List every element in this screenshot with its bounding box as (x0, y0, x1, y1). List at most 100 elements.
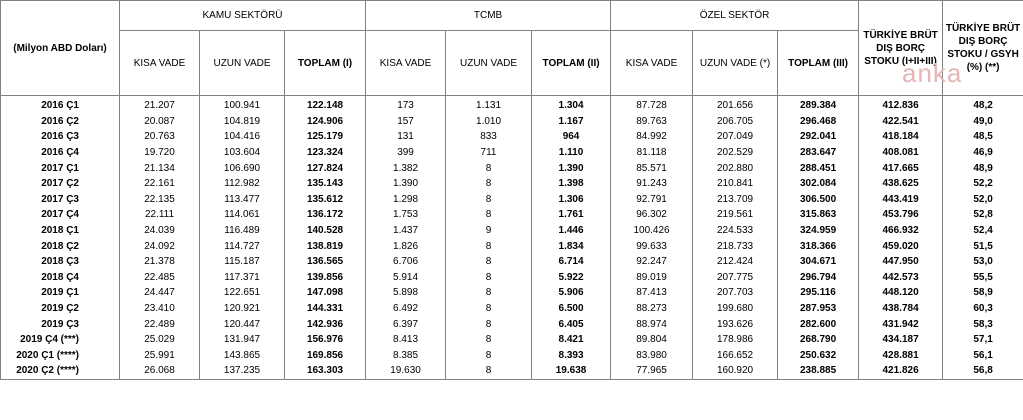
table-cell: 138.819 (283, 238, 367, 254)
table-cell: 52,4 (942, 222, 1023, 239)
table-cell: 116.489 (199, 222, 285, 239)
table-cell: 100.426 (610, 222, 694, 239)
table-cell: 21.207 (119, 95, 200, 114)
table-cell: 156.976 (283, 331, 367, 348)
table-cell: 289.384 (777, 95, 860, 114)
table-cell: 287.953 (777, 300, 860, 317)
table-cell: 202.529 (692, 144, 779, 161)
table-cell: 6.397 (365, 316, 447, 332)
table-row: 2020 Ç1 (****) 25.991 143.865 169.856 8.385 8… (0, 347, 1023, 364)
table-cell: 268.790 (777, 331, 860, 348)
table-cell: 131 (365, 129, 447, 145)
table-cell: 5.906 (531, 285, 612, 301)
table-cell: 127.824 (283, 160, 367, 176)
table-cell: 1.761 (531, 207, 612, 223)
table-cell: 56,8 (942, 363, 1023, 380)
kamu-kisa-vade-header: KISA VADE (119, 30, 200, 96)
table-cell: 157 (365, 113, 447, 130)
table-cell: 106.690 (199, 160, 285, 176)
table-cell: 120.921 (199, 300, 285, 317)
table-cell: 22.135 (119, 191, 200, 208)
table-cell: 21.378 (119, 253, 200, 270)
table-cell: 22.485 (119, 269, 200, 286)
table-cell: 453.796 (858, 207, 944, 223)
table-cell: 292.041 (777, 129, 860, 145)
table-cell: 428.881 (858, 347, 944, 364)
row-period-label: 2017 Ç4 (0, 207, 120, 223)
table-cell: 112.982 (199, 175, 285, 192)
table-row: 2018 Ç1 24.039 116.489 140.528 1.437 9 1.446 10… (0, 222, 1023, 239)
table-cell: 1.304 (531, 95, 612, 114)
group-tcmb: TCMB (365, 0, 612, 31)
table-cell: 8 (445, 238, 533, 254)
table-cell: 218.733 (692, 238, 779, 254)
table-cell: 46,9 (942, 144, 1023, 161)
table-row: 2016 Ç4 19.720 103.604 123.324 399 711 1.110 81… (0, 144, 1023, 161)
header-group-row: (Milyon ABD Doları) KAMU SEKTÖRÜ TCMB ÖZ… (0, 0, 1023, 96)
table-cell: 142.936 (283, 316, 367, 332)
table-cell: 1.382 (365, 160, 447, 176)
table-row: 2016 Ç1 21.207 100.941 122.148 173 1.131 1.304… (0, 95, 1023, 114)
table-cell: 88.273 (610, 300, 694, 317)
table-cell: 1.398 (531, 175, 612, 192)
table-cell: 324.959 (777, 222, 860, 239)
table-cell: 22.161 (119, 175, 200, 192)
table-cell: 210.841 (692, 175, 779, 192)
table-cell: 447.950 (858, 253, 944, 270)
row-period-label: 2018 Ç3 (0, 253, 120, 270)
table-row: 2017 Ç4 22.111 114.061 136.172 1.753 8 1.761 96… (0, 207, 1023, 223)
turkiye-total-header: TÜRKİYE BRÜT DIŞ BORÇ STOKU (I+II+III) (858, 0, 944, 96)
table-cell: 443.419 (858, 191, 944, 208)
table-cell: 115.187 (199, 253, 285, 270)
table-cell: 92.791 (610, 191, 694, 208)
turkiye-gdp-ratio-header: TÜRKİYE BRÜT DIŞ BORÇ STOKU / GSYH (%) (… (942, 0, 1023, 96)
table-cell: 296.468 (777, 113, 860, 130)
table-cell: 8 (445, 300, 533, 317)
table-cell: 114.727 (199, 238, 285, 254)
table-cell: 213.709 (692, 191, 779, 208)
table-cell: 399 (365, 144, 447, 161)
table-cell: 125.179 (283, 129, 367, 145)
row-period-label: 2019 Ç2 (0, 300, 120, 317)
row-period-label: 2018 Ç2 (0, 238, 120, 254)
table-cell: 26.068 (119, 363, 200, 380)
table-cell: 8 (445, 331, 533, 348)
table-cell: 8 (445, 269, 533, 286)
table-cell: 81.118 (610, 144, 694, 161)
table-cell: 206.705 (692, 113, 779, 130)
table-cell: 199.680 (692, 300, 779, 317)
table-cell: 136.172 (283, 207, 367, 223)
table-cell: 25.991 (119, 347, 200, 364)
table-cell: 306.500 (777, 191, 860, 208)
row-period-label: 2019 Ç4 (***) (0, 331, 120, 348)
table-cell: 22.489 (119, 316, 200, 332)
table-cell: 122.148 (283, 95, 367, 114)
table-cell: 25.029 (119, 331, 200, 348)
table-cell: 448.120 (858, 285, 944, 301)
table-cell: 84.992 (610, 129, 694, 145)
table-cell: 207.775 (692, 269, 779, 286)
table-cell: 434.187 (858, 331, 944, 348)
table-cell: 96.302 (610, 207, 694, 223)
table-cell: 120.447 (199, 316, 285, 332)
row-period-label: 2018 Ç4 (0, 269, 120, 286)
tcmb-uzun-vade-header: UZUN VADE (445, 30, 533, 96)
tcmb-toplam-header: TOPLAM (II) (531, 30, 612, 96)
table-row: 2018 Ç2 24.092 114.727 138.819 1.826 8 1.834 99… (0, 238, 1023, 254)
table-cell: 169.856 (283, 347, 367, 364)
table-cell: 207.049 (692, 129, 779, 145)
tcmb-kisa-vade-header: KISA VADE (365, 30, 447, 96)
table-cell: 1.390 (531, 160, 612, 176)
table-cell: 6.500 (531, 300, 612, 317)
table-cell: 103.604 (199, 144, 285, 161)
row-period-label: 2019 Ç3 (0, 316, 120, 332)
table-cell: 466.932 (858, 222, 944, 239)
table-cell: 6.706 (365, 253, 447, 270)
table-cell: 207.703 (692, 285, 779, 301)
table-cell: 114.061 (199, 207, 285, 223)
table-cell: 1.390 (365, 175, 447, 192)
table-cell: 431.942 (858, 316, 944, 332)
table-cell: 51,5 (942, 238, 1023, 254)
table-cell: 318.366 (777, 238, 860, 254)
